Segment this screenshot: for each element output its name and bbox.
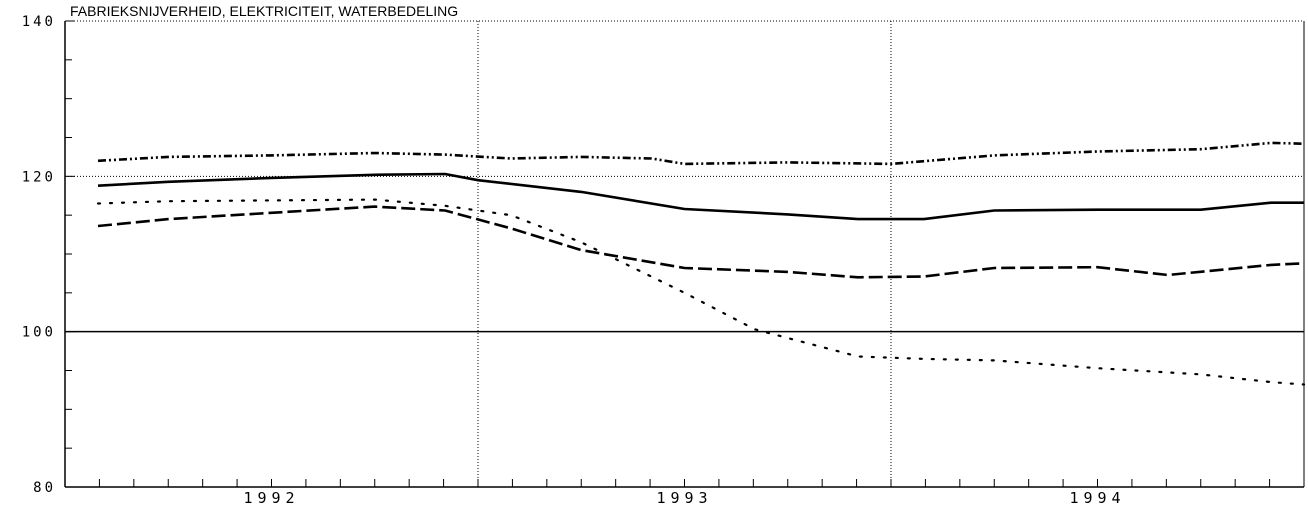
series-line-solid [97, 172, 1304, 221]
y-tick-label: 140 [22, 14, 56, 30]
y-tick-label: 120 [22, 169, 56, 185]
series-line-dash-dot [97, 141, 1305, 166]
axes-layer [64, 20, 1305, 488]
x-tick-label: 1992 [243, 489, 299, 507]
series-layer [96, 141, 1306, 386]
x-tick-label: 1994 [1069, 489, 1125, 507]
tick-labels-layer: 80 100 120 140 1992 1993 1994 [22, 14, 1125, 507]
x-tick-label: 1993 [656, 489, 712, 507]
y-tick-label: 100 [22, 325, 56, 341]
y-tick-label: 80 [33, 480, 56, 496]
chart-title: FABRIEKSNIJVERHEID, ELEKTRICITEIT, WATER… [70, 3, 458, 19]
series-line-long-dash [97, 205, 1305, 279]
series-line-dotted [96, 198, 1306, 386]
grid-layer [65, 21, 1304, 487]
